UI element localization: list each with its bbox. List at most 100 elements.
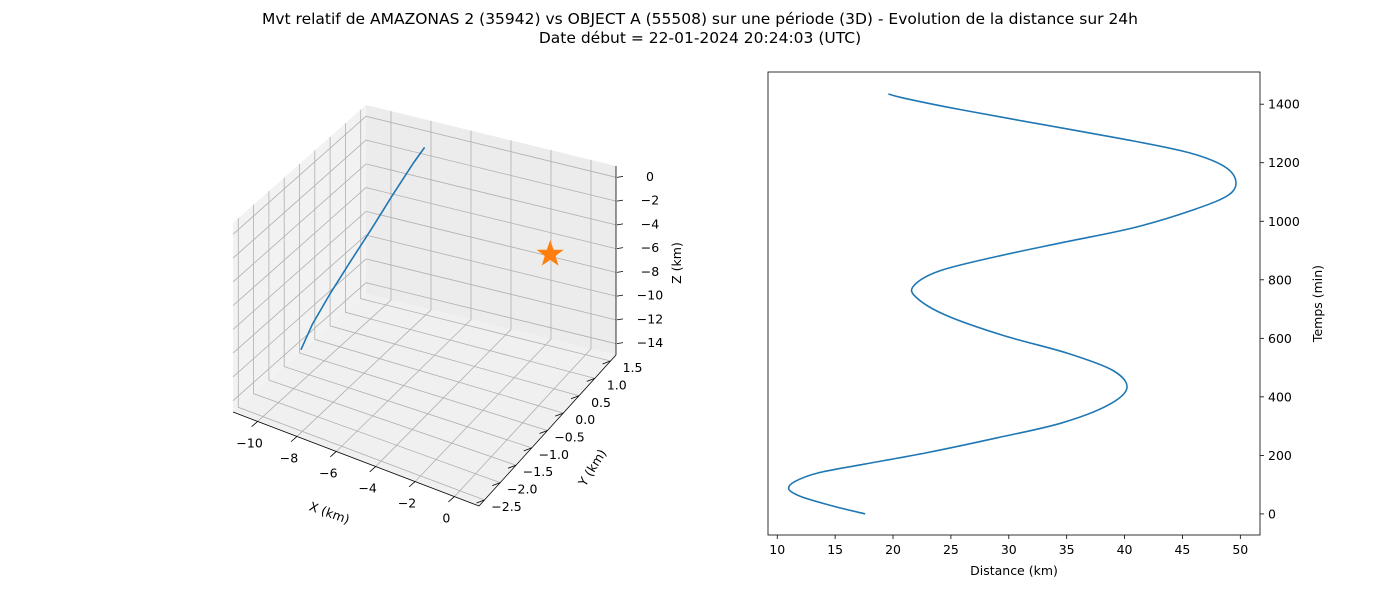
x-gridline [336, 130, 472, 452]
y-tick-label: −2.5 [491, 499, 521, 514]
reference-star-marker [536, 239, 564, 266]
x-tick [408, 481, 416, 488]
y-tick-label: 400 [1268, 389, 1292, 404]
distance-curve [787, 93, 1237, 515]
x-tick-label: 45 [1174, 542, 1190, 557]
x-tick-label: 25 [943, 542, 959, 557]
z-tick-label: 0 [646, 169, 654, 184]
x-axis-label: X (km) [307, 499, 351, 527]
y-tick-label: 1000 [1268, 214, 1300, 229]
y-tick-label: 600 [1268, 331, 1292, 346]
z-tick-label: −12 [637, 311, 663, 326]
x-tick-label: −6 [319, 465, 337, 480]
pane-back-right [366, 105, 616, 355]
y-axis-label: Temps (min) [1310, 265, 1325, 343]
plot-frame [767, 71, 1261, 536]
x-axis-label: Distance (km) [970, 563, 1058, 578]
x-tick [330, 451, 337, 458]
x-tick-label: 15 [827, 542, 843, 557]
x-gridline [257, 111, 392, 422]
y-tick-label: −2.0 [507, 482, 537, 497]
z-tick-label: −10 [637, 288, 663, 303]
z-tick [616, 199, 624, 202]
y-tick [492, 482, 501, 486]
x-tick-label: 35 [1059, 542, 1075, 557]
y-gridline [360, 109, 611, 362]
z-tick [616, 270, 624, 273]
figure-title: Mvt relatif de AMAZONAS 2 (35942) vs OBJ… [0, 10, 1400, 48]
y-tick-label: 1400 [1268, 97, 1300, 112]
y-tick-label: 800 [1268, 272, 1292, 287]
x-tick [251, 421, 258, 428]
x-tick-label: −2 [398, 496, 416, 511]
y-tick-label: 0 [1268, 506, 1276, 521]
pane-floor [233, 294, 616, 506]
x-tick [448, 496, 455, 503]
x-tick-label: 0 [442, 511, 450, 526]
z-tick [616, 223, 624, 226]
z-tick-label: −2 [641, 193, 659, 208]
x-tick [369, 466, 376, 473]
x-tick-label: 40 [1117, 542, 1133, 557]
x-axis-line [232, 411, 480, 507]
y-tick-label: −1.0 [539, 447, 569, 462]
x-tick-label: 30 [1001, 542, 1017, 557]
y-tick [555, 412, 564, 417]
y-tick [507, 464, 517, 469]
plot-3d-trajectory: −10 −8 −6 −4 −2 0 −2.5 −2.0 −1.5 −1.0 −0.5 0.0 0.5 1.… [232, 105, 684, 527]
y-tick [570, 395, 580, 400]
trajectory-line [300, 146, 426, 351]
x-tick-label: 10 [769, 542, 785, 557]
z-gridline [232, 115, 617, 235]
y-tick [602, 360, 611, 365]
x-tick-label: 50 [1232, 542, 1248, 557]
x-tick-label: −10 [236, 435, 262, 450]
y-tick-label: 200 [1268, 448, 1292, 463]
y-gridline [314, 150, 564, 414]
y-gridline [253, 204, 501, 483]
y-tick-label: −0.5 [554, 430, 584, 445]
plot-distance-vs-time: 10 15 20 25 30 35 40 45 50 0 200 400 600 800 1000 1200 1… [767, 71, 1325, 578]
x-gridline [375, 140, 512, 467]
z-tick-label: −4 [641, 216, 659, 231]
figure-title-line-2: Date début = 22-01-2024 20:24:03 (UTC) [538, 29, 862, 47]
z-gridline [232, 258, 617, 378]
x-gridline [454, 159, 592, 497]
z-tick [616, 247, 624, 250]
x-tick [290, 436, 298, 443]
x-tick-label: −4 [358, 481, 376, 496]
y-gridline [329, 136, 580, 397]
z-tick [616, 318, 624, 321]
z-axis-label: Z (km) [669, 242, 684, 284]
z-gridline [232, 210, 617, 330]
y-gridline [283, 177, 532, 449]
y-axis-label: Y (km) [574, 446, 609, 489]
y-gridline [344, 123, 595, 379]
x-tick-label: 20 [885, 542, 901, 557]
x-gridline [296, 120, 432, 437]
y-tick-label: 1.0 [607, 377, 627, 392]
y-tick-label: 0.0 [575, 412, 595, 427]
z-gridline [232, 234, 617, 354]
z-gridline [232, 187, 617, 306]
y-tick [539, 430, 548, 434]
x-tick-label: −8 [280, 450, 298, 465]
z-gridline [232, 282, 617, 401]
z-tick [616, 175, 624, 178]
x-gridline [414, 150, 552, 482]
z-tick-label: −6 [641, 240, 659, 255]
y-gridline [299, 164, 548, 431]
y-tick-label: 1200 [1268, 155, 1300, 170]
z-tick [616, 294, 624, 297]
figure-title-line-1: Mvt relatif de AMAZONAS 2 (35942) vs OBJ… [262, 10, 1138, 28]
z-tick [616, 342, 624, 345]
y-tick [476, 499, 485, 504]
y-gridline [237, 218, 485, 501]
z-tick-label: −14 [637, 335, 663, 350]
y-tick-label: −1.5 [523, 464, 553, 479]
y-tick-label: 1.5 [623, 360, 643, 375]
y-gridline [268, 191, 517, 466]
z-gridline [232, 163, 617, 283]
y-tick-label: 0.5 [591, 395, 611, 410]
